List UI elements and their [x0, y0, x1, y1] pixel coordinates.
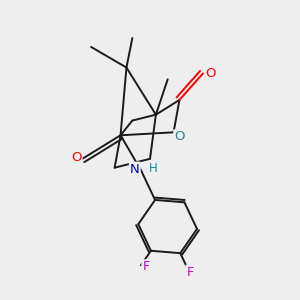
Text: F: F	[186, 266, 194, 279]
Text: O: O	[71, 151, 82, 164]
Text: H: H	[148, 162, 157, 175]
Text: F: F	[142, 260, 149, 273]
Text: N: N	[130, 163, 140, 176]
Text: O: O	[205, 67, 216, 80]
Text: O: O	[174, 130, 185, 143]
